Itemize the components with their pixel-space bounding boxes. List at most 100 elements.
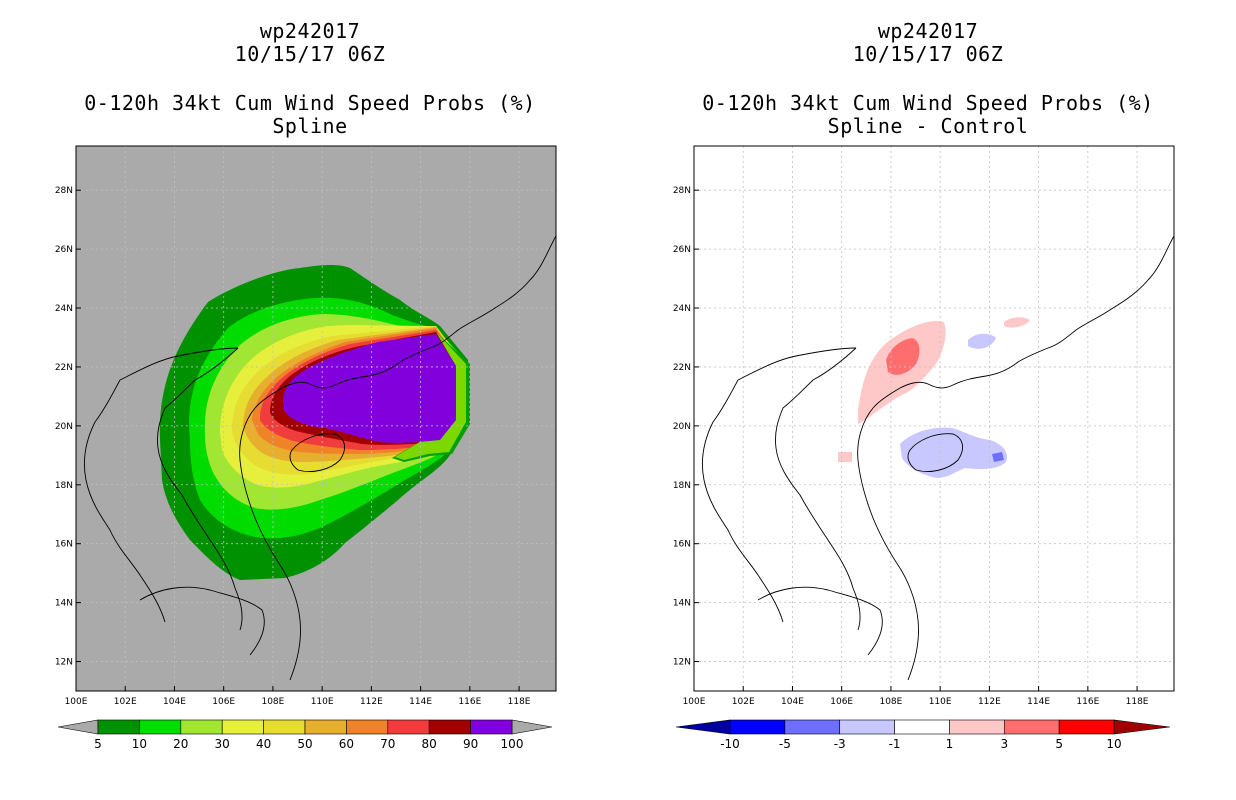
left-tick-label-lon-116E: 116E	[458, 697, 481, 707]
coast-china-left	[254, 235, 556, 409]
left-tick-label-lat-26N: 26N	[55, 245, 73, 255]
right-tick-label-lat-26N: 26N	[673, 245, 691, 255]
right-tick-label-lon-110E: 110E	[929, 697, 952, 707]
right-title-line1: wp242017	[877, 19, 979, 43]
right-colorbar-label--5: -5	[779, 737, 791, 751]
left-title-line2: 10/15/17 06Z	[234, 42, 386, 66]
left-colorbar-box-9	[470, 719, 513, 735]
left-colorbar-label-30: 30	[215, 737, 230, 751]
left-tick-label-lon-104E: 104E	[163, 697, 186, 707]
left-colorbar-box-3	[221, 719, 264, 735]
right-tick-label-lon-118E: 118E	[1126, 697, 1149, 707]
right-tick-label-lat-14N: 14N	[673, 599, 691, 609]
left-tick-label-lon-100E: 100E	[65, 697, 88, 707]
right-tick-label-lon-100E: 100E	[683, 697, 706, 707]
left-colorbar-box-7	[387, 719, 430, 735]
diff-neg-3	[992, 452, 1004, 462]
right-colorbar-label--10: -10	[720, 737, 740, 751]
left-tick-label-lat-24N: 24N	[55, 304, 73, 314]
left-colorbar-label-90: 90	[463, 737, 478, 751]
right-tick-label-lon-114E: 114E	[1027, 697, 1050, 707]
right-gridlines	[694, 146, 1174, 691]
left-colorbar-box-2	[180, 719, 223, 735]
border-china-north-left	[119, 347, 239, 381]
right-colorbar-label-10: 10	[1106, 737, 1121, 751]
right-subtitle: 0-120h 34kt Cum Wind Speed Probs (%) Spl…	[678, 92, 1178, 138]
left-colorbar-label-40: 40	[256, 737, 271, 751]
right-axis-ticks: 100E 102E 104E 106E 108E 110E 112E 114E 116E 118E…	[673, 186, 1149, 707]
left-tick-label-lon-114E: 114E	[409, 697, 432, 707]
right-tick-label-lat-16N: 16N	[673, 540, 691, 550]
right-tick-label-lat-18N: 18N	[673, 481, 691, 491]
coast-hainan-left	[289, 433, 346, 472]
left-axis-ticks: 100E 102E 104E 106E 108E 110E 112E 114E 116E 118E…	[55, 186, 531, 707]
right-map-panel: 100E 102E 104E 106E 108E 110E 112E 114E 116E 118E…	[673, 145, 1175, 707]
diff-neg-1b	[900, 427, 1008, 478]
left-colorbar-label-10: 10	[132, 737, 147, 751]
left-colorbar-label-20: 20	[173, 737, 188, 751]
right-colorbar-label-1: 1	[946, 737, 954, 751]
left-title-line1: wp242017	[259, 19, 361, 43]
right-tick-label-lat-20N: 20N	[673, 422, 691, 432]
left-subtitle: 0-120h 34kt Cum Wind Speed Probs (%) Spl…	[60, 92, 560, 138]
right-tick-label-lat-24N: 24N	[673, 304, 691, 314]
right-tick-label-lat-28N: 28N	[673, 186, 691, 196]
left-colorbar-box-8	[428, 719, 471, 735]
left-colorbar-arrow-high	[511, 719, 553, 735]
right-colorbar-box-3	[894, 719, 950, 735]
right-tick-label-lon-102E: 102E	[732, 697, 755, 707]
right-subtitle-line1: 0-120h 34kt Cum Wind Speed Probs (%)	[702, 91, 1154, 115]
left-colorbar-box-6	[346, 719, 389, 735]
right-tick-label-lon-116E: 116E	[1076, 697, 1099, 707]
left-colorbar-box-1	[139, 719, 182, 735]
border-china-north-right	[737, 347, 857, 381]
right-colorbar-box-0	[729, 719, 786, 735]
left-tick-label-lat-20N: 20N	[55, 422, 73, 432]
border-cambodia-right	[757, 586, 883, 656]
left-title: wp242017 10/15/17 06Z	[60, 20, 560, 66]
left-colorbar-label-80: 80	[422, 737, 437, 751]
left-tick-label-lat-28N: 28N	[55, 186, 73, 196]
right-difference-contours	[838, 317, 1030, 478]
left-coastlines	[84, 235, 556, 681]
left-colorbar-arrow-low	[57, 719, 99, 735]
coast-hainan-right	[907, 433, 964, 472]
right-colorbar-label-3: 3	[1000, 737, 1008, 751]
right-colorbar-box-1	[784, 719, 841, 735]
right-colorbar-label--1: -1	[889, 737, 901, 751]
left-tick-label-lon-110E: 110E	[311, 697, 334, 707]
right-colorbar-box-5	[1003, 719, 1060, 735]
left-tick-label-lon-118E: 118E	[508, 697, 531, 707]
right-tick-label-lat-22N: 22N	[673, 363, 691, 373]
left-colorbar-label-70: 70	[380, 737, 395, 751]
left-tick-label-lat-22N: 22N	[55, 363, 73, 373]
left-tick-label-lon-106E: 106E	[212, 697, 235, 707]
left-map-frame	[75, 145, 557, 692]
left-gridlines	[76, 146, 556, 691]
right-map-frame	[693, 145, 1175, 692]
left-colorbar-label-100: 100	[501, 737, 524, 751]
left-colorbar-box-4	[263, 719, 306, 735]
right-tick-label-lon-108E: 108E	[879, 697, 902, 707]
border-laos-thailand-left	[84, 379, 166, 623]
left-colorbar-label-60: 60	[339, 737, 354, 751]
right-title: wp242017 10/15/17 06Z	[678, 20, 1178, 66]
left-map-panel: 100E 102E 104E 106E 108E 110E 112E 114E 116E 118E…	[55, 145, 557, 707]
border-vietnam-laos-left	[157, 347, 243, 631]
right-title-line2: 10/15/17 06Z	[852, 42, 1004, 66]
right-colorbar-box-4	[949, 719, 1005, 735]
right-tick-label-lon-106E: 106E	[830, 697, 853, 707]
right-tick-label-lon-112E: 112E	[978, 697, 1001, 707]
left-tick-label-lon-102E: 102E	[114, 697, 137, 707]
left-colorbar-box-5	[304, 719, 347, 735]
left-colorbar-label-5: 5	[94, 737, 102, 751]
diff-pos-1b	[1004, 317, 1030, 328]
left-tick-label-lat-18N: 18N	[55, 481, 73, 491]
coast-vietnam-left	[239, 407, 301, 681]
left-tick-label-lat-16N: 16N	[55, 540, 73, 550]
left-tick-label-lat-12N: 12N	[55, 658, 73, 668]
contour-100	[283, 334, 456, 443]
right-map-background	[694, 146, 1174, 691]
border-laos-thailand-right	[702, 379, 784, 623]
